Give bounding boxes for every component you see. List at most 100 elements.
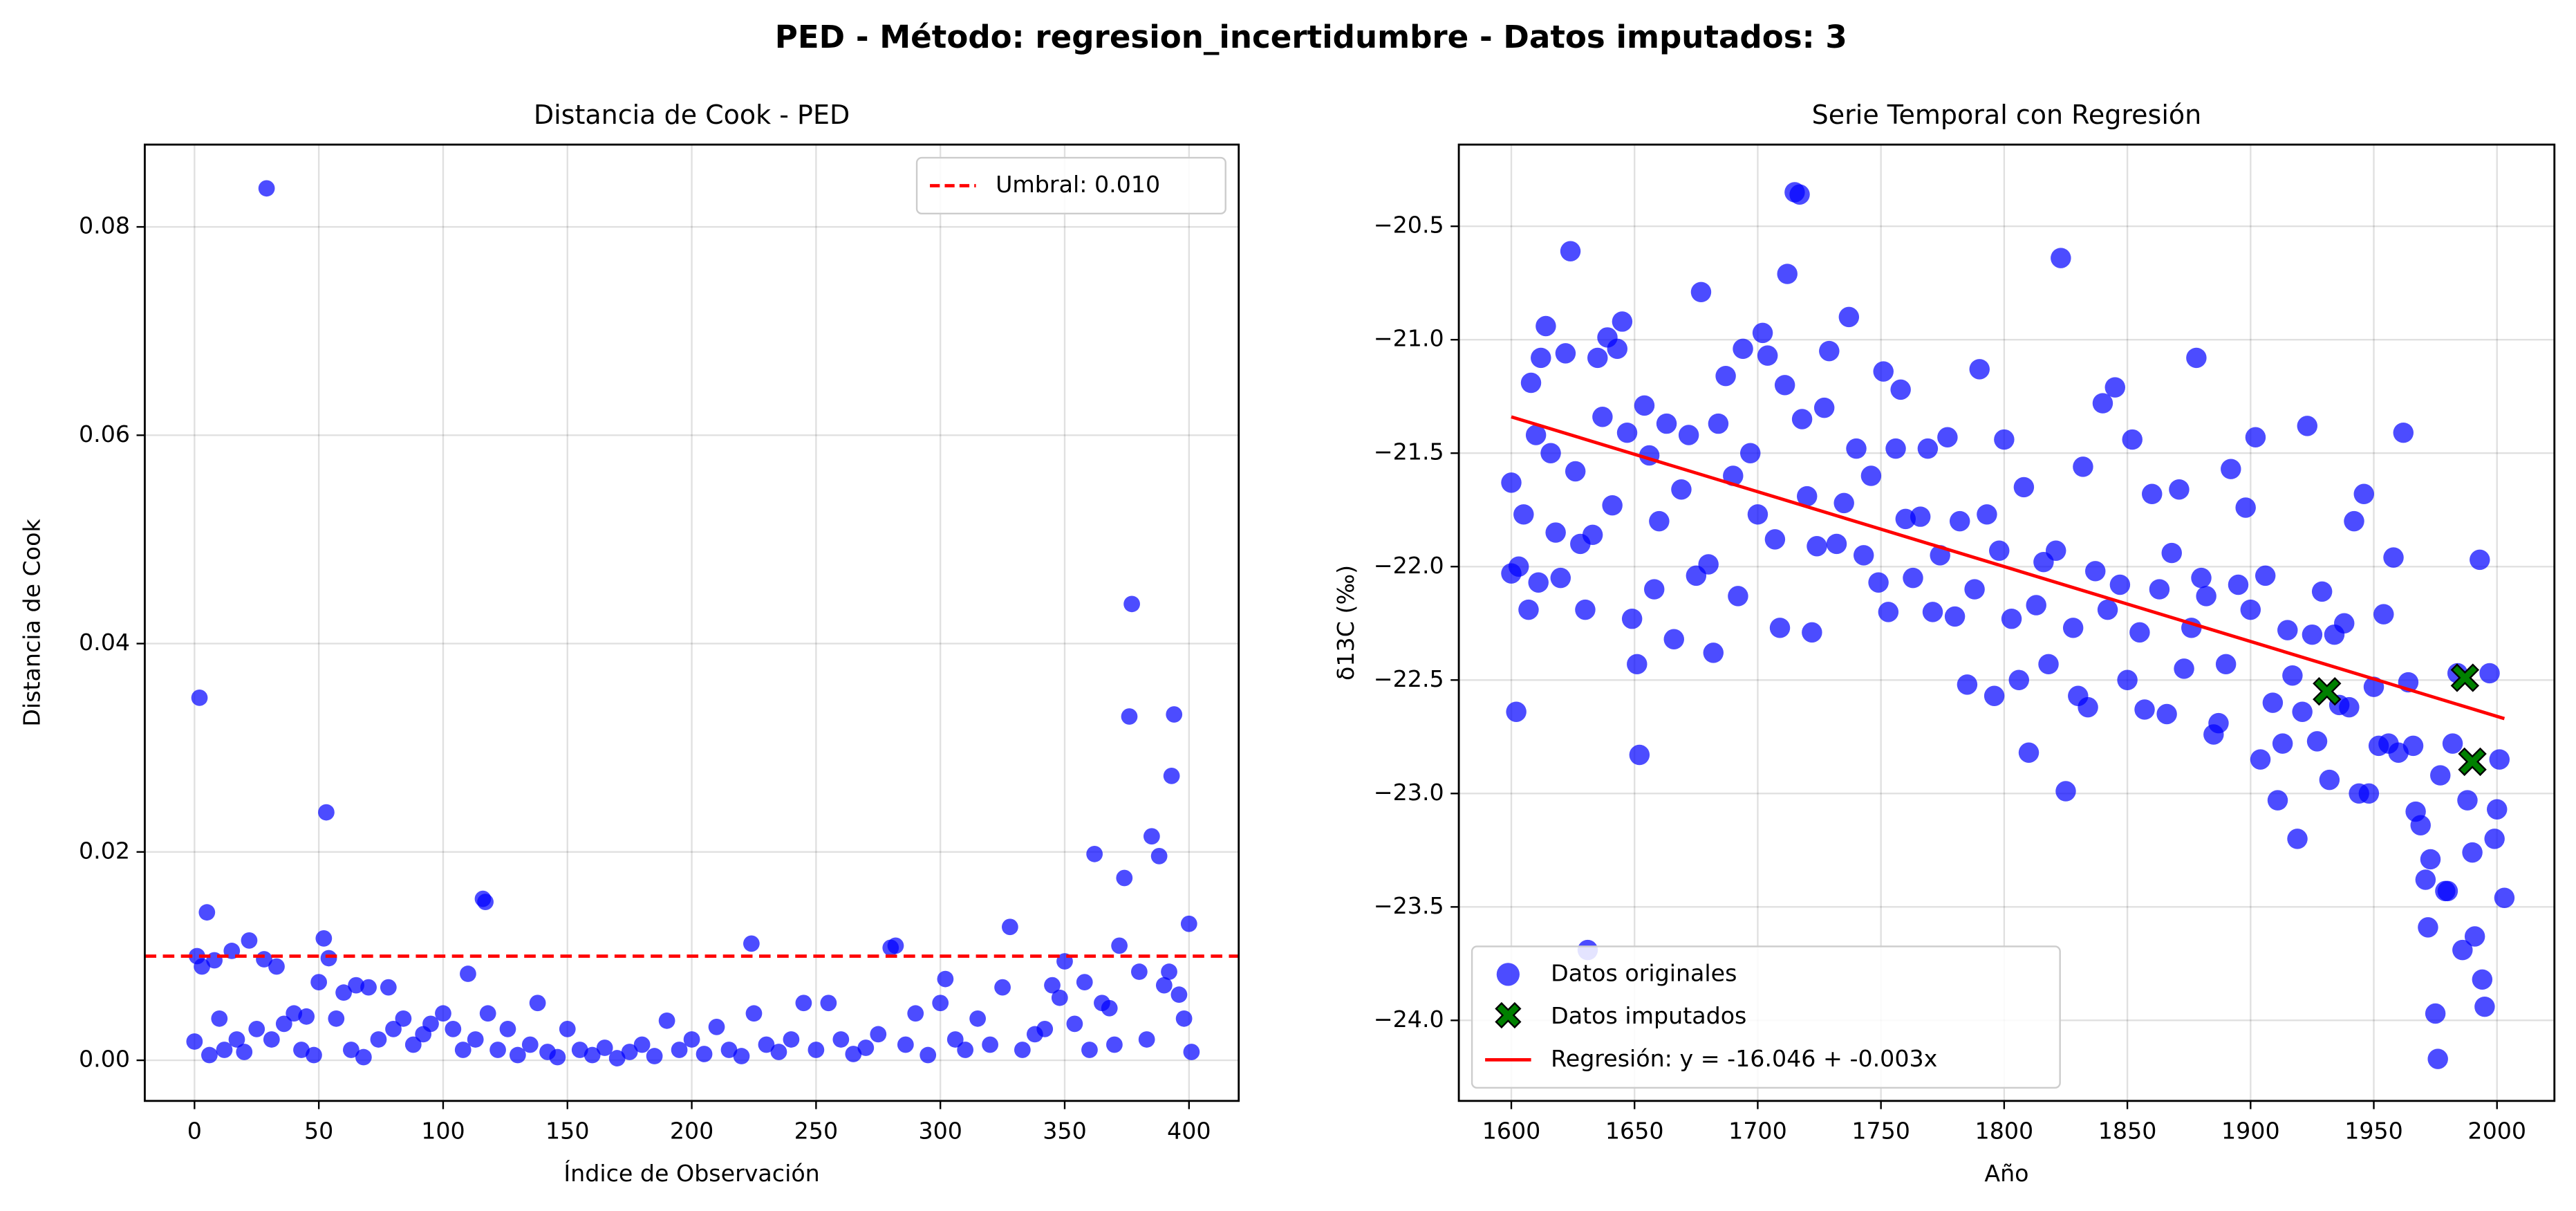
point [521,1036,539,1053]
point [2045,540,2066,562]
point [1989,540,2010,562]
point [2026,595,2046,616]
point [306,1046,322,1064]
point [1937,427,1958,447]
point [1592,407,1613,427]
point [2262,692,2284,713]
point [1582,524,1603,546]
point [335,984,352,1001]
point [2001,608,2022,629]
x-tick-label: 200 [670,1117,713,1144]
point [1819,340,1840,362]
point [743,935,760,952]
point [1708,413,1729,434]
point [194,958,211,975]
point [1723,465,1744,486]
point [1878,602,1899,622]
point [633,1036,651,1053]
point [2228,574,2249,595]
point [1163,767,1180,784]
point [621,1044,638,1060]
point [1066,1015,1083,1033]
point [2470,549,2490,571]
point [2489,749,2510,770]
y-axis-label: δ13C (‰) [1332,565,1359,681]
point [263,1031,280,1048]
point [2174,658,2194,679]
point [1508,556,1529,577]
point [241,932,258,949]
point [2306,731,2328,752]
point [479,1005,496,1022]
point [897,1036,914,1053]
point [887,937,904,954]
point [529,995,546,1012]
point [1885,438,1906,459]
point [1663,629,1684,649]
point [380,979,397,996]
point [2457,790,2478,811]
point [1833,492,1854,514]
point [286,1005,303,1022]
point [1868,572,1889,593]
y-tick-label: 0.00 [79,1046,130,1073]
point [646,1048,663,1064]
point [2311,581,2333,602]
point [758,1036,775,1053]
imputed-marker [2450,663,2480,692]
point [1715,365,1736,387]
point [2104,377,2125,398]
y-tick-label: −23.0 [1374,779,1444,806]
x-tick-label: 350 [1043,1117,1086,1144]
point [1977,504,1997,525]
point [1536,315,1556,337]
point [445,1021,462,1037]
point [2430,765,2451,786]
point [395,1010,412,1027]
point [477,894,494,911]
y-tick-label: −20.5 [1374,212,1444,239]
point [489,1042,506,1058]
legend-label: Datos imputados [1551,1002,1746,1029]
regression-line [1511,415,2505,721]
point [1944,606,1966,627]
point [2240,599,2261,620]
x-tick-label: 1850 [2098,1117,2157,1144]
point [2055,781,2076,802]
point [1728,586,1748,607]
point [870,1026,887,1043]
point [1649,510,1670,532]
y-tick-label: −22.0 [1374,552,1444,579]
point [2420,849,2441,870]
point [596,1039,613,1056]
point [1612,311,1633,332]
y-tick-label: 0.02 [79,837,130,864]
point [1807,535,1827,557]
point [1838,306,1860,328]
point [2302,624,2323,645]
point [671,1042,688,1058]
point [2383,547,2404,568]
x-tick-label: 250 [794,1117,838,1144]
point [1014,1042,1031,1058]
point [2117,669,2138,691]
y-tick-label: −21.5 [1374,438,1444,465]
x-tick-label: 50 [304,1117,333,1144]
point [258,180,275,197]
point [318,804,335,821]
axes-frame [1457,143,2556,1102]
point [228,1031,245,1048]
point [2250,749,2271,770]
point [1671,479,1692,500]
imputed-marker [2458,747,2487,777]
point [1520,372,1542,394]
point [1150,847,1168,865]
point [1166,706,1183,723]
point [1964,579,1985,600]
point [2008,669,2029,691]
point [1130,963,1148,980]
point [248,1021,265,1037]
point [1826,533,1847,555]
